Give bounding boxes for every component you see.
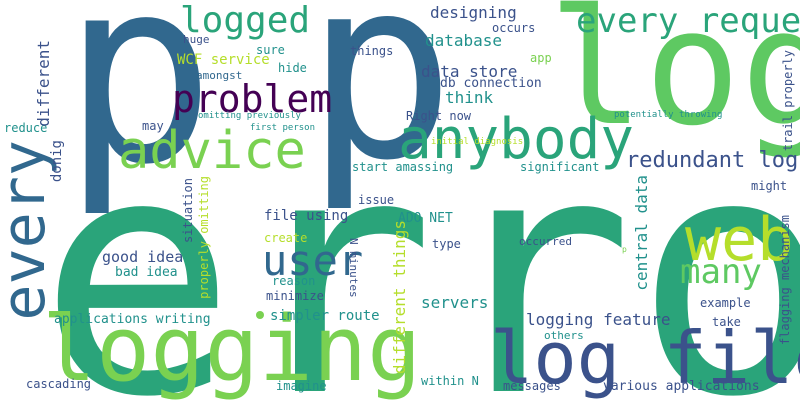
word-redundant-log: redundant log <box>626 148 799 173</box>
word-every-vertical: every <box>0 140 59 321</box>
word-wcf-service: WCF service <box>177 52 270 68</box>
word-central-data: central data <box>632 175 651 291</box>
word-issue: issue <box>358 193 395 207</box>
word-create: create <box>264 231 308 245</box>
word-designing: designing <box>430 3 517 22</box>
word-anybody: anybody <box>398 107 635 172</box>
word-imagine: imagine <box>276 379 327 393</box>
word-logging-feature: logging feature <box>526 310 671 329</box>
dot-mark <box>256 311 264 319</box>
word-significant: significant <box>520 160 600 174</box>
word-huge: huge <box>183 33 210 46</box>
word-amongst: amongst <box>196 69 243 82</box>
word-type: type <box>432 237 461 251</box>
word-reduce: reduce <box>4 121 48 135</box>
word-p-left: p <box>62 0 216 221</box>
word-log: log <box>548 0 800 161</box>
word-log-file: log file <box>490 316 800 400</box>
word-omitting-previously: omitting previously <box>198 111 301 121</box>
word-web: web <box>685 205 794 275</box>
word-hide: hide <box>278 61 307 75</box>
word-sure: sure <box>256 43 285 57</box>
word-things: things <box>350 44 394 58</box>
word-trail-properly: trail properly <box>781 50 795 152</box>
word-different-things: different things <box>390 220 409 375</box>
word-logged: logged <box>180 0 311 41</box>
word-db-connection: db connection <box>440 76 542 91</box>
word-might: might <box>751 179 788 193</box>
word-n-minutes: N minutes <box>347 238 360 298</box>
word-occurs: occurs <box>492 21 536 35</box>
word-donig: donig <box>49 140 65 183</box>
word-every-request: every request <box>576 1 800 41</box>
word-messages: messages <box>503 379 561 393</box>
word-initial-diagnosis: initial diagnosis <box>431 137 524 147</box>
word-many: many <box>680 252 762 292</box>
word-flagging-mechanism: flagging mechanism <box>778 215 792 346</box>
word-think: think <box>445 88 494 107</box>
word-ado-net: ADO NET <box>398 211 453 226</box>
word-different: different <box>34 40 53 127</box>
word-applications-writing: applications writing <box>54 312 211 327</box>
word-problem: problem <box>172 77 333 121</box>
word-user: user <box>262 236 364 285</box>
word-example: example <box>700 296 751 310</box>
word-servers: servers <box>421 293 489 312</box>
word-p-small: p <box>622 245 627 254</box>
word-file-using: file using <box>264 208 349 224</box>
word-may: may <box>142 119 164 133</box>
word-take: take <box>712 315 741 329</box>
word-logging: logging <box>42 297 422 400</box>
word-advice: advice <box>118 121 306 181</box>
word-minimize: minimize <box>266 289 324 303</box>
word-occurred: occurred <box>519 235 572 248</box>
word-data-store: data store <box>421 62 518 81</box>
word-within-n: within N <box>421 374 479 388</box>
word-properly-omitting: properly omitting <box>197 176 211 299</box>
word-start-amassing: start amassing <box>352 160 454 174</box>
word-right-now: Right now <box>406 109 472 123</box>
word-potentially-throwing: potentially throwing <box>614 110 723 120</box>
word-various-applications: various applications <box>603 379 760 394</box>
word-database: database <box>425 31 503 50</box>
word-others: others <box>544 329 584 342</box>
word-simpler-route: simpler route <box>270 308 380 324</box>
word-good-idea: good idea <box>102 248 184 266</box>
word-app: app <box>530 51 552 65</box>
word-error: error <box>38 85 800 400</box>
word-first-person: first person <box>250 123 316 133</box>
word-p-right: p <box>305 0 456 215</box>
word-reason: reason <box>272 274 316 288</box>
word-cascading: cascading <box>26 377 92 391</box>
word-bad-idea: bad idea <box>115 265 178 280</box>
word-situation: situation <box>181 178 195 244</box>
